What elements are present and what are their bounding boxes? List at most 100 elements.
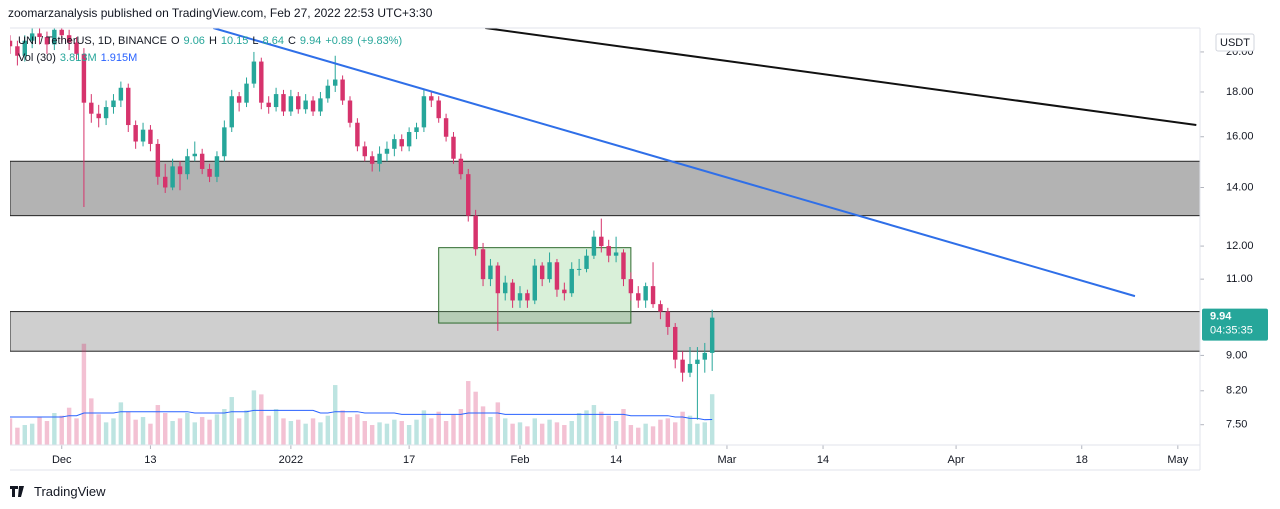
volume-bar (81, 343, 87, 445)
candle-body (170, 166, 175, 188)
candle-body (673, 326, 678, 360)
volume-bar (369, 425, 375, 445)
volume-bar (199, 417, 205, 445)
volume-bar (229, 397, 234, 445)
candle-body (118, 87, 124, 101)
ohlc-value: 9.94 (299, 35, 322, 47)
volume-bar (251, 390, 257, 445)
volume-bar (399, 421, 404, 445)
candle-body (665, 311, 671, 327)
candle-body (44, 37, 50, 45)
candle-body (126, 87, 131, 126)
candle-body (296, 96, 301, 110)
volume-bar (10, 418, 13, 445)
candle-body (303, 100, 308, 110)
candle-body (229, 96, 234, 128)
candle-body (687, 363, 693, 373)
candle-body (510, 282, 515, 301)
volume-bar (539, 423, 545, 445)
volume-value: 3.813M (59, 52, 97, 64)
logo-icon (10, 486, 24, 497)
candle-body (377, 153, 382, 164)
candle-body (709, 317, 715, 353)
candle-body (133, 125, 138, 142)
volume-bar (111, 418, 116, 445)
price-tag (1202, 308, 1268, 341)
candle-body (37, 33, 42, 38)
volume-bar (44, 421, 50, 445)
volume-bar (650, 426, 656, 445)
volume-bar (562, 425, 567, 445)
volume-bar (222, 409, 227, 445)
candle-body (547, 262, 552, 280)
y-tick-label: 7.50 (1226, 419, 1247, 431)
ohlc-label: L (252, 35, 259, 47)
candle-body (525, 293, 530, 301)
x-tick-label: 14 (817, 454, 829, 466)
volume-bar (37, 417, 42, 445)
candle-body (532, 265, 537, 301)
volume-bar (673, 422, 678, 445)
volume-bar (443, 421, 449, 445)
candle-body (66, 35, 72, 43)
candle-body (702, 352, 707, 360)
y-tick-label: 9.00 (1226, 349, 1247, 361)
volume-legend: Vol (30) 3.813M 1.915M (18, 52, 137, 64)
volume-bar (347, 417, 353, 445)
trend-line (485, 28, 1197, 127)
candle-body (369, 156, 375, 164)
volume-bar (643, 423, 648, 445)
currency: USDT (1220, 37, 1250, 49)
candle-body (103, 107, 109, 119)
volume-bar (591, 405, 597, 445)
candle-body (340, 79, 345, 101)
ohlc-value: 9.06 (183, 35, 205, 47)
volume-bar (599, 411, 604, 445)
candle-body (251, 61, 257, 84)
ohlc-label: C (287, 35, 296, 47)
volume-bar (288, 421, 294, 445)
candle-body (59, 29, 64, 36)
volume-bar (163, 413, 168, 445)
volume-bar (214, 414, 220, 445)
candle-body (606, 246, 611, 256)
volume-bar (458, 409, 464, 445)
volume-bar (613, 421, 619, 445)
volume-bar (421, 410, 427, 445)
volume-bar (15, 427, 20, 445)
candle-body (15, 46, 20, 56)
candle-body (406, 132, 412, 147)
candle-body (222, 127, 227, 157)
candle-body (695, 359, 700, 364)
volume-bar (333, 385, 338, 445)
volume-bar (576, 413, 582, 445)
candle-body (273, 94, 279, 108)
volume-bar (510, 423, 515, 445)
y-tick-label: 8.20 (1226, 385, 1247, 397)
candle-body (569, 268, 574, 294)
candle-body (288, 96, 294, 112)
candle-body (599, 236, 604, 247)
candle-body (199, 153, 205, 169)
volume-bar (340, 410, 345, 445)
volume-bar (569, 421, 574, 445)
currency-box[interactable] (1215, 33, 1255, 52)
volume-bar (665, 418, 671, 445)
candle-body (96, 113, 101, 119)
candle-body (310, 100, 316, 112)
volume-bar (517, 422, 523, 445)
x-tick-label: 14 (610, 454, 622, 466)
x-tick-label: Apr (948, 454, 965, 466)
volume-bar (236, 418, 242, 445)
volume-bar (325, 415, 331, 445)
volume-bar (658, 419, 663, 445)
volume-bar (414, 419, 419, 445)
candle-body (155, 143, 161, 177)
volume-bar (362, 421, 367, 445)
candle-body (207, 168, 212, 177)
candle-body (214, 156, 220, 177)
candle-body (244, 83, 249, 103)
volume-bar (680, 411, 685, 445)
candle-body (347, 100, 353, 123)
